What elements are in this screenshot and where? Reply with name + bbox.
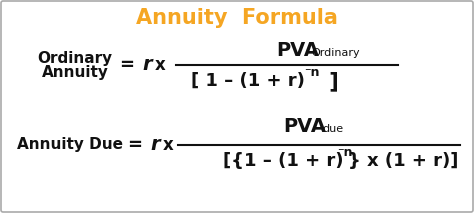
Text: ⁻n: ⁻n — [337, 147, 353, 160]
Text: r: r — [142, 56, 152, 75]
Text: Annuity  Formula: Annuity Formula — [136, 8, 338, 28]
Text: Ordinary: Ordinary — [312, 48, 360, 58]
Text: due: due — [322, 124, 344, 134]
Text: Ordinary: Ordinary — [37, 50, 112, 66]
Text: r: r — [150, 135, 160, 154]
Text: ⁻n: ⁻n — [304, 66, 320, 79]
Text: ]: ] — [322, 71, 338, 91]
Text: Annuity: Annuity — [42, 65, 109, 79]
Text: } x (1 + r)]: } x (1 + r)] — [348, 152, 458, 170]
Text: PVA: PVA — [276, 42, 319, 60]
Text: PVA: PVA — [283, 118, 327, 137]
Text: Annuity Due: Annuity Due — [17, 138, 123, 153]
Text: [ 1 – (1 + r): [ 1 – (1 + r) — [191, 72, 305, 90]
Text: [{1 – (1 + r): [{1 – (1 + r) — [223, 152, 343, 170]
Text: x: x — [163, 136, 173, 154]
Text: x: x — [155, 56, 165, 74]
Text: =: = — [128, 136, 143, 154]
Text: =: = — [119, 56, 135, 74]
